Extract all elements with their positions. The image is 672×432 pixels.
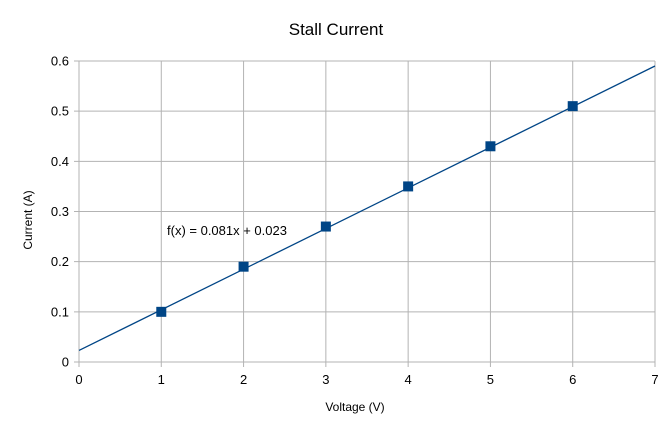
y-tick-label: 0.3 — [51, 204, 69, 219]
y-tick-label: 0.5 — [51, 104, 69, 119]
y-tick-label: 0.4 — [51, 154, 69, 169]
x-tick-label: 3 — [322, 372, 329, 387]
x-tick-label: 2 — [240, 372, 247, 387]
y-tick-labels: 0 0.1 0.2 0.3 0.4 0.5 0.6 — [51, 54, 69, 370]
grid — [74, 60, 656, 367]
axes — [78, 61, 655, 363]
y-tick-label: 0.2 — [51, 254, 69, 269]
trendline-equation-label: f(x) = 0.081x + 0.023 — [167, 223, 287, 238]
x-tick-label: 5 — [487, 372, 494, 387]
y-axis-label: Current (A) — [21, 190, 35, 249]
x-tick-label: 6 — [569, 372, 576, 387]
y-tick-label: 0.1 — [51, 304, 69, 319]
data-point — [238, 261, 249, 272]
x-tick-labels: 0 1 2 3 4 5 6 7 — [75, 372, 658, 387]
y-tick-label: 0.6 — [51, 54, 69, 69]
trendline — [78, 65, 656, 352]
y-tick-label: 0 — [62, 355, 69, 370]
data-point — [485, 141, 496, 152]
chart-title: Stall Current — [289, 20, 384, 39]
data-point — [320, 221, 331, 232]
x-tick-label: 7 — [651, 372, 658, 387]
x-tick-label: 0 — [75, 372, 82, 387]
x-tick-label: 1 — [158, 372, 165, 387]
trendline-group — [78, 65, 656, 352]
data-point — [567, 101, 578, 112]
x-tick-label: 4 — [405, 372, 412, 387]
data-points — [156, 101, 578, 317]
data-point — [403, 181, 414, 192]
x-axis-label: Voltage (V) — [325, 400, 384, 414]
data-point — [156, 306, 167, 317]
